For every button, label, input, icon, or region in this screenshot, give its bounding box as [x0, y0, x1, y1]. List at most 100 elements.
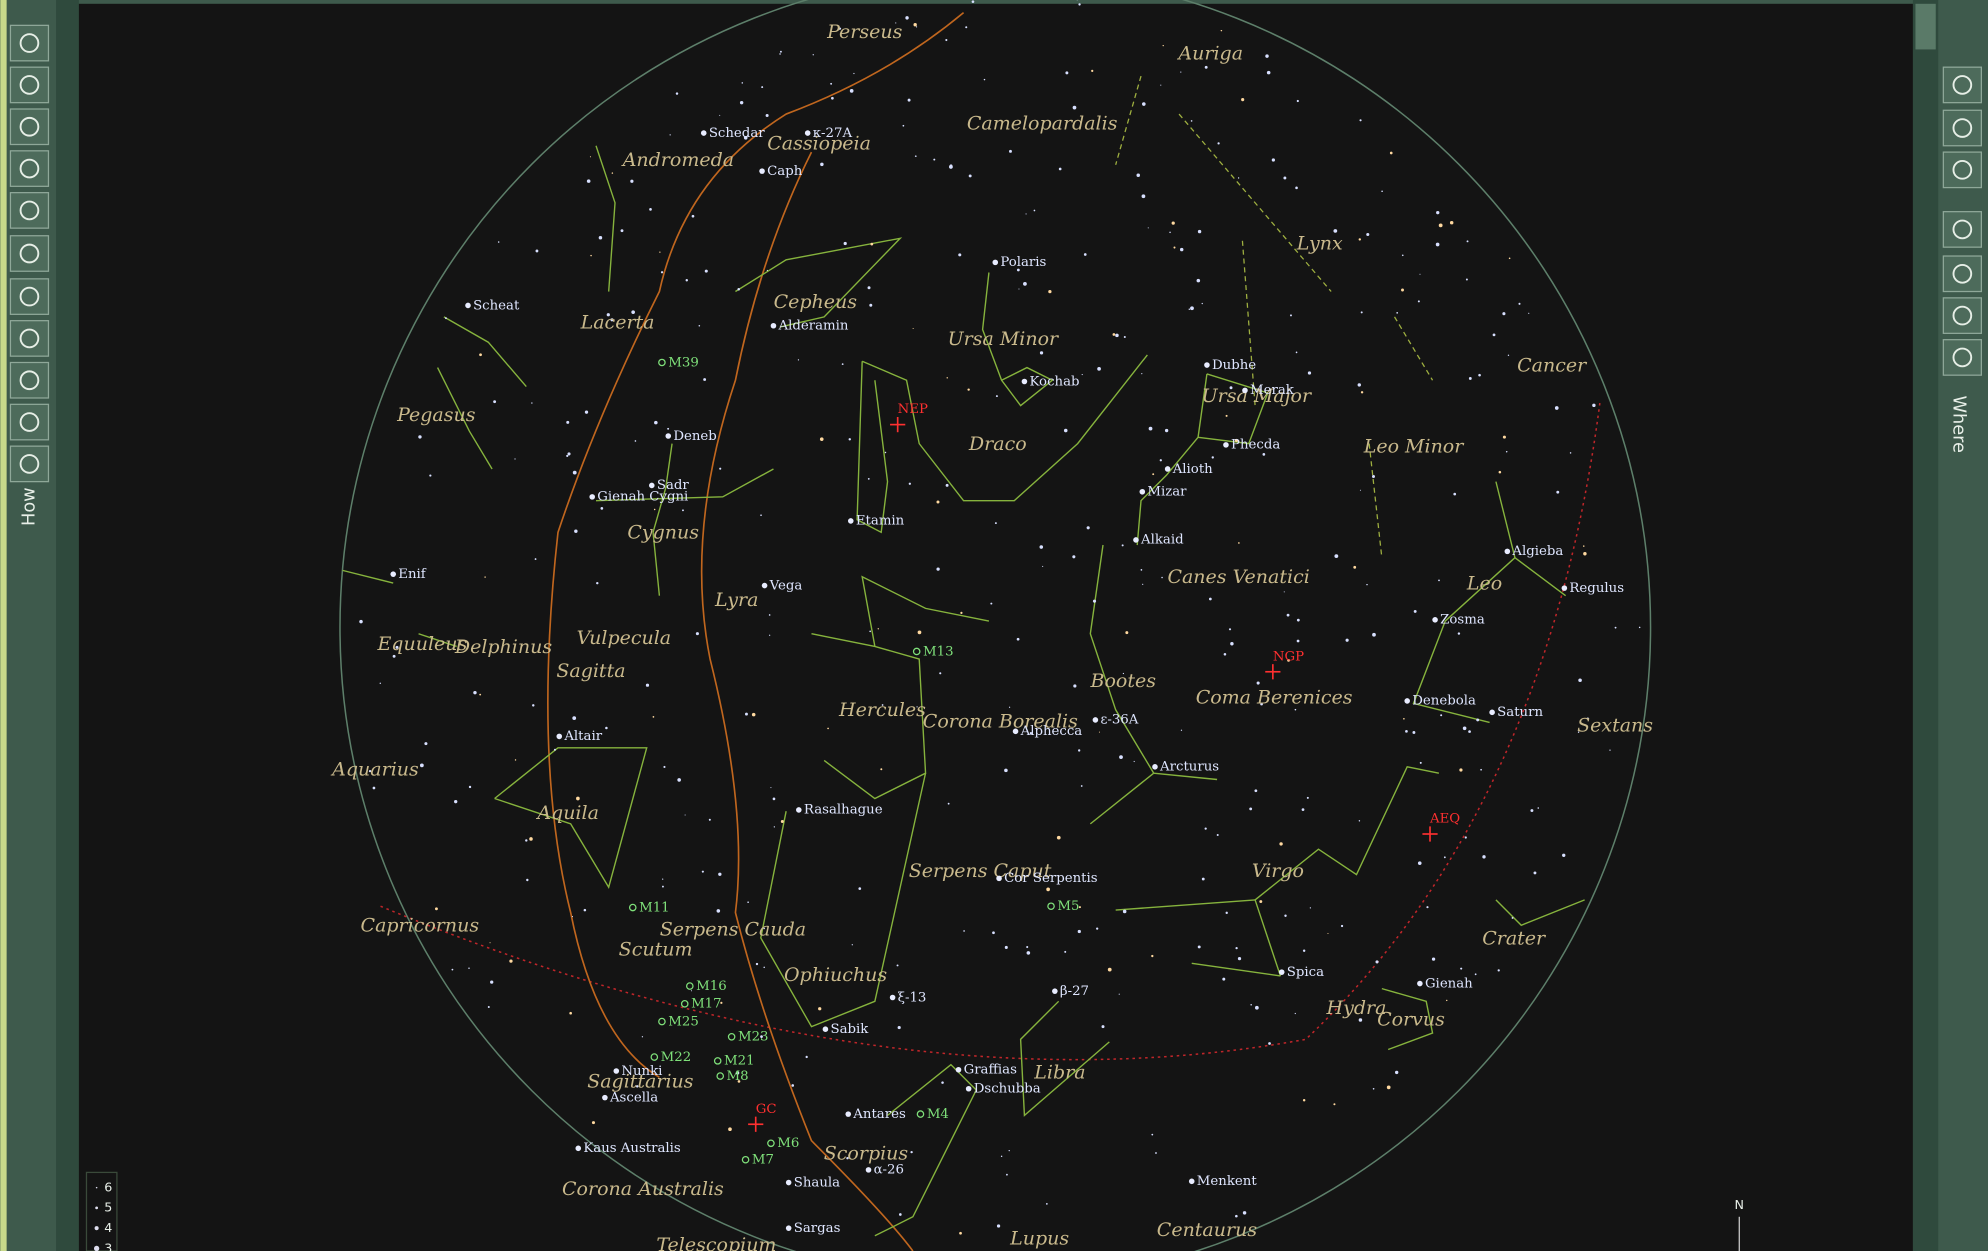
star-dot — [606, 313, 610, 317]
deep-sky-object — [727, 1032, 736, 1041]
star-dot — [1386, 1085, 1391, 1090]
star-label: Algieba — [1511, 544, 1563, 559]
how-tab[interactable]: How — [20, 487, 40, 526]
star-dot — [1171, 221, 1175, 225]
tool-button[interactable] — [1942, 109, 1982, 147]
tool-button[interactable] — [9, 361, 50, 399]
star — [1139, 488, 1146, 495]
star-dot — [1255, 1005, 1259, 1010]
tool-button[interactable] — [1942, 211, 1982, 248]
star-dot — [534, 558, 537, 560]
magnitude-label: 3 — [104, 1240, 112, 1251]
star-dot — [1225, 911, 1228, 915]
star-dot — [739, 100, 744, 105]
star-dot — [1155, 1152, 1157, 1154]
star — [759, 168, 765, 174]
star-dot — [526, 878, 529, 882]
constellation-line — [1495, 899, 1585, 927]
deep-sky-label: M16 — [696, 979, 727, 994]
tool-button[interactable] — [1942, 297, 1982, 334]
star — [796, 807, 802, 813]
star-dot — [649, 208, 652, 211]
tool-button[interactable] — [1942, 339, 1982, 376]
star-label: Denebola — [1412, 694, 1476, 709]
star-dot — [435, 907, 438, 911]
constellation-label: Telescopium — [656, 1234, 776, 1251]
star — [465, 302, 471, 309]
star-dot — [960, 611, 963, 614]
star-dot — [1435, 242, 1440, 247]
scroll-thumb[interactable] — [1915, 3, 1936, 50]
tool-icon — [1952, 263, 1973, 284]
tool-button[interactable] — [9, 235, 50, 272]
tool-button[interactable] — [9, 24, 50, 62]
star-dot — [853, 72, 855, 75]
tool-icon — [19, 328, 40, 349]
tool-button[interactable] — [9, 150, 50, 187]
star-dot — [968, 174, 972, 178]
star-dot — [1474, 973, 1477, 976]
star-dot — [1443, 856, 1446, 859]
tool-button[interactable] — [9, 278, 50, 315]
tool-button[interactable] — [9, 66, 50, 104]
star-dot — [820, 162, 824, 167]
tool-button[interactable] — [9, 108, 50, 146]
star — [1223, 442, 1229, 448]
star-dot — [1151, 954, 1154, 958]
star-dot — [1609, 749, 1611, 751]
star-dot — [1101, 1025, 1105, 1029]
star-dot — [1004, 768, 1008, 773]
star-dot — [1508, 257, 1511, 260]
star-dot — [1018, 288, 1020, 290]
star-dot — [1426, 906, 1429, 909]
star-dot — [1505, 450, 1508, 453]
star-dot — [569, 1011, 572, 1015]
star-dot — [1201, 877, 1205, 881]
deep-sky-object — [658, 358, 666, 367]
star-dot — [768, 614, 771, 616]
constellation-label: Capricornus — [361, 915, 480, 937]
star — [1052, 988, 1058, 994]
star-dot — [1556, 490, 1560, 494]
tool-button[interactable] — [9, 320, 50, 357]
star — [1092, 717, 1099, 723]
star-dot — [1058, 167, 1062, 171]
star-dot — [634, 440, 637, 442]
star-dot — [1528, 312, 1530, 314]
star-dot — [1152, 473, 1155, 476]
star-dot — [1295, 186, 1298, 190]
star-dot — [720, 1001, 723, 1004]
star-dot — [610, 318, 614, 322]
where-tab[interactable]: Where — [1948, 395, 1968, 453]
star — [1404, 698, 1410, 704]
star — [556, 733, 563, 740]
star-dot — [1296, 639, 1300, 643]
star-dot — [770, 787, 772, 789]
star-dot — [1121, 544, 1124, 547]
constellation-label: Corvus — [1377, 1008, 1445, 1030]
star-dot — [1122, 909, 1127, 914]
star-dot — [843, 241, 847, 246]
tool-button[interactable] — [1942, 66, 1982, 104]
star-dot — [576, 796, 580, 801]
star-dot — [812, 54, 814, 56]
tool-icon — [19, 243, 40, 264]
tool-button[interactable] — [9, 192, 50, 229]
star-dot — [1271, 158, 1275, 162]
tool-button[interactable] — [1942, 151, 1982, 189]
star-dot — [1197, 229, 1202, 234]
constellation-line — [436, 367, 493, 470]
star-dot — [1449, 220, 1454, 225]
tool-button[interactable] — [1942, 255, 1982, 293]
star-dot — [936, 500, 940, 504]
milky-way-outline — [547, 12, 965, 1251]
star-dot — [1333, 1103, 1336, 1106]
star-dot — [392, 654, 396, 658]
tool-button[interactable] — [9, 403, 50, 441]
star-dot — [849, 89, 854, 93]
star — [575, 1145, 582, 1152]
star-dot — [1295, 351, 1298, 354]
tool-icon — [19, 286, 40, 307]
tool-button[interactable] — [9, 445, 50, 483]
tool-icon — [1952, 305, 1973, 326]
